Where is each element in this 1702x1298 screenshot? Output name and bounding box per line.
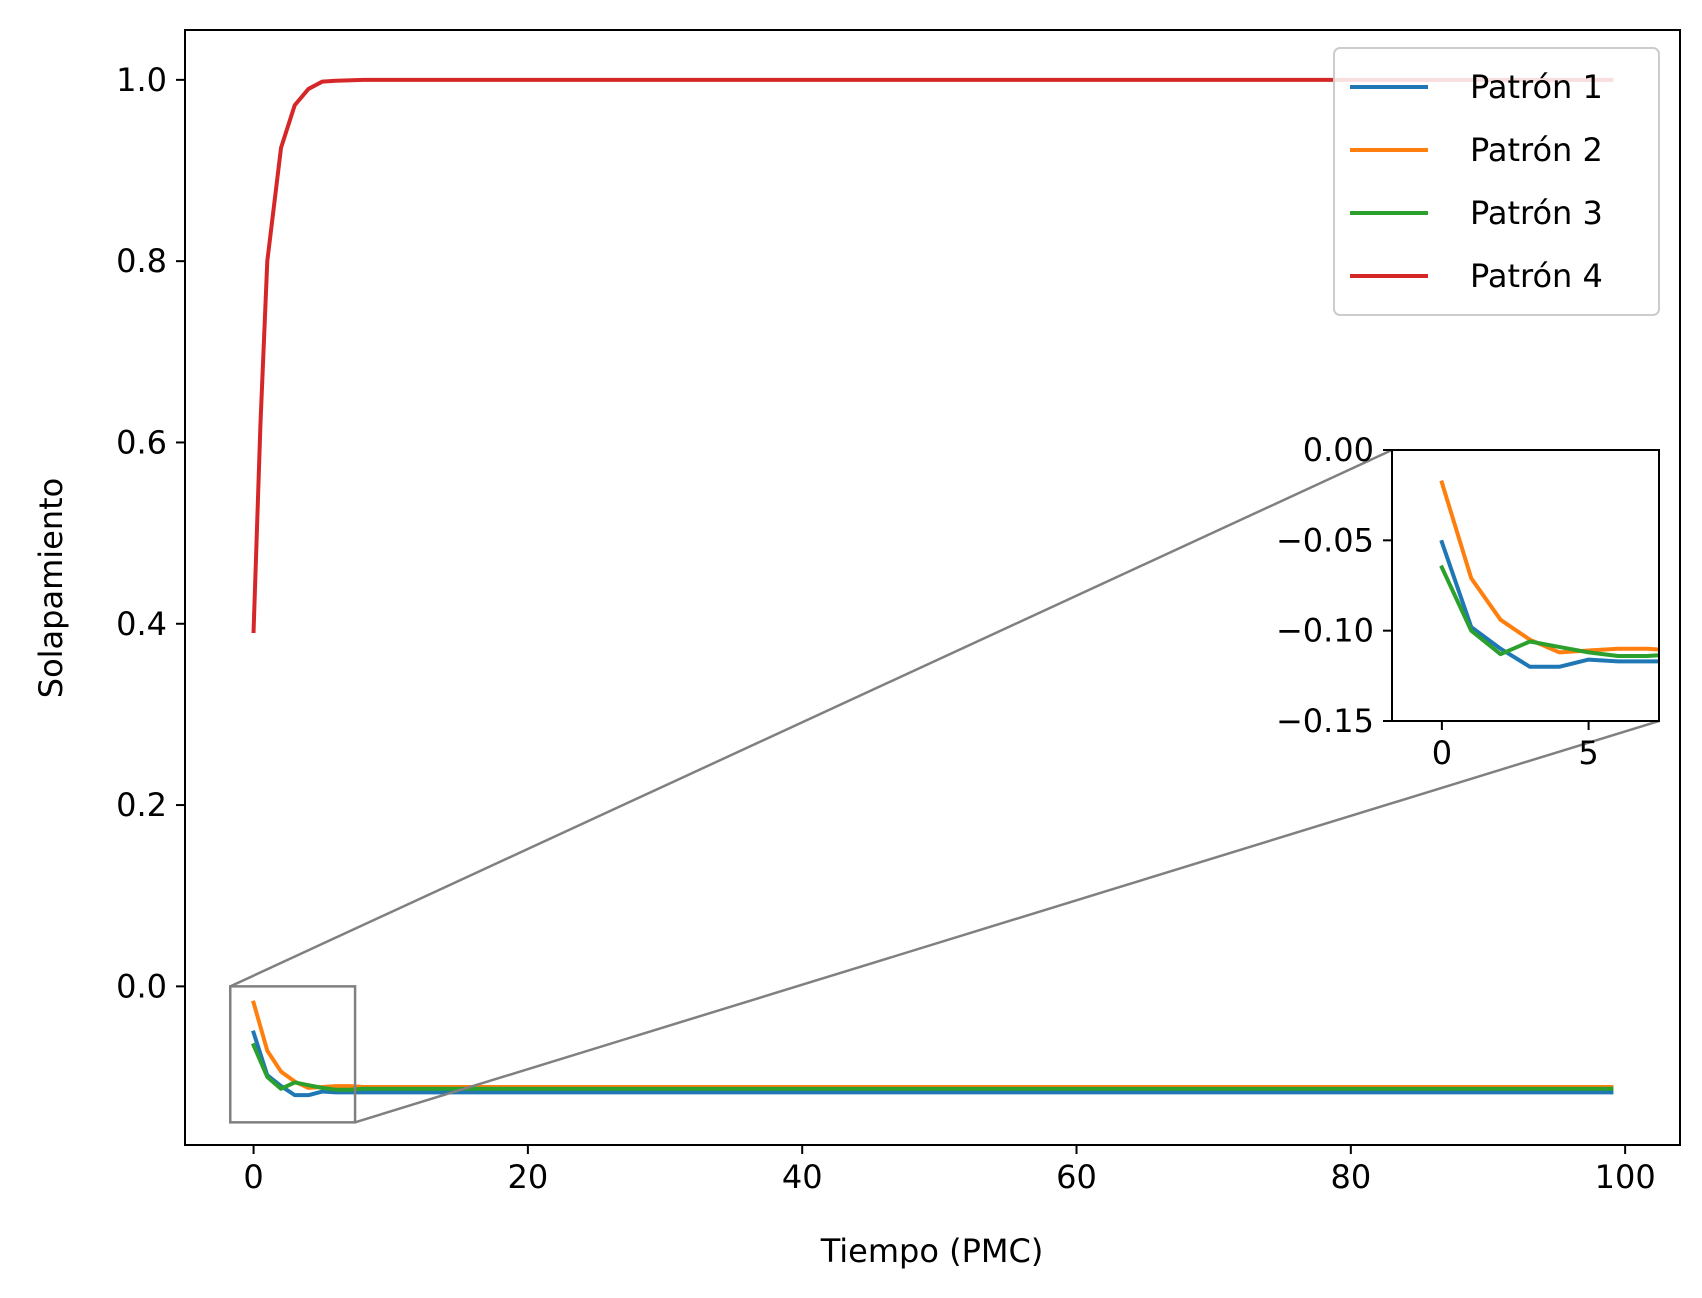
- series-line-4: [251, 77, 1614, 634]
- inset-y-axis: 0.00 −0.05 −0.10 −0.15: [1276, 431, 1392, 740]
- inset-x-tick-label: 0: [1432, 734, 1452, 772]
- legend: Patrón 1 Patrón 2 Patrón 3 Patrón 4: [1333, 47, 1660, 316]
- inset-x-tick-label: 5: [1578, 734, 1598, 772]
- main-axes-frame: [184, 29, 1681, 1146]
- zoom-region-box: [229, 985, 357, 1124]
- inset-series-line-2: [1439, 480, 1659, 655]
- series-line-3: [250, 1042, 1614, 1092]
- legend-label-1: Patrón 1: [1470, 68, 1603, 106]
- x-tick-label: 0: [243, 1158, 263, 1196]
- legend-label-2: Patrón 2: [1470, 131, 1603, 169]
- zoom-connector-bottom: [354, 719, 1660, 1124]
- y-axis-label: Solapamiento: [32, 478, 70, 698]
- x-tick-label: 40: [782, 1158, 823, 1196]
- main-y-axis: 0.0 0.2 0.4 0.6 0.8 1.0: [116, 61, 185, 1005]
- y-tick-label: 0.8: [116, 242, 167, 280]
- inset-plot-area: [1439, 480, 1659, 669]
- y-tick-label: 0.6: [116, 423, 167, 461]
- y-tick-label: 1.0: [116, 61, 167, 99]
- y-tick-label: 0.0: [116, 967, 167, 1005]
- y-tick-label: 0.2: [116, 786, 167, 824]
- legend-label-3: Patrón 3: [1470, 194, 1603, 232]
- main-plot-area: [250, 77, 1614, 1098]
- x-tick-label: 20: [508, 1158, 549, 1196]
- legend-box: [1333, 47, 1660, 316]
- inset-y-tick-label: −0.15: [1276, 702, 1374, 740]
- x-tick-label: 100: [1595, 1158, 1656, 1196]
- x-tick-label: 60: [1056, 1158, 1097, 1196]
- inset-series-line-3: [1439, 564, 1659, 658]
- main-x-axis: 0 20 40 60 80 100: [243, 1145, 1656, 1196]
- inset-axes-frame: [1391, 449, 1660, 722]
- zoom-connector-top: [229, 448, 1393, 988]
- inset-background: [1392, 450, 1659, 721]
- inset-y-tick-label: 0.00: [1303, 431, 1374, 469]
- x-axis-label: Tiempo (PMC): [820, 1232, 1044, 1270]
- inset-y-tick-label: −0.10: [1276, 612, 1374, 650]
- inset-y-tick-label: −0.05: [1276, 521, 1374, 559]
- x-tick-label: 80: [1330, 1158, 1371, 1196]
- y-tick-label: 0.4: [116, 605, 167, 643]
- zoom-indicator: [229, 448, 1660, 1124]
- legend-label-4: Patrón 4: [1470, 257, 1603, 295]
